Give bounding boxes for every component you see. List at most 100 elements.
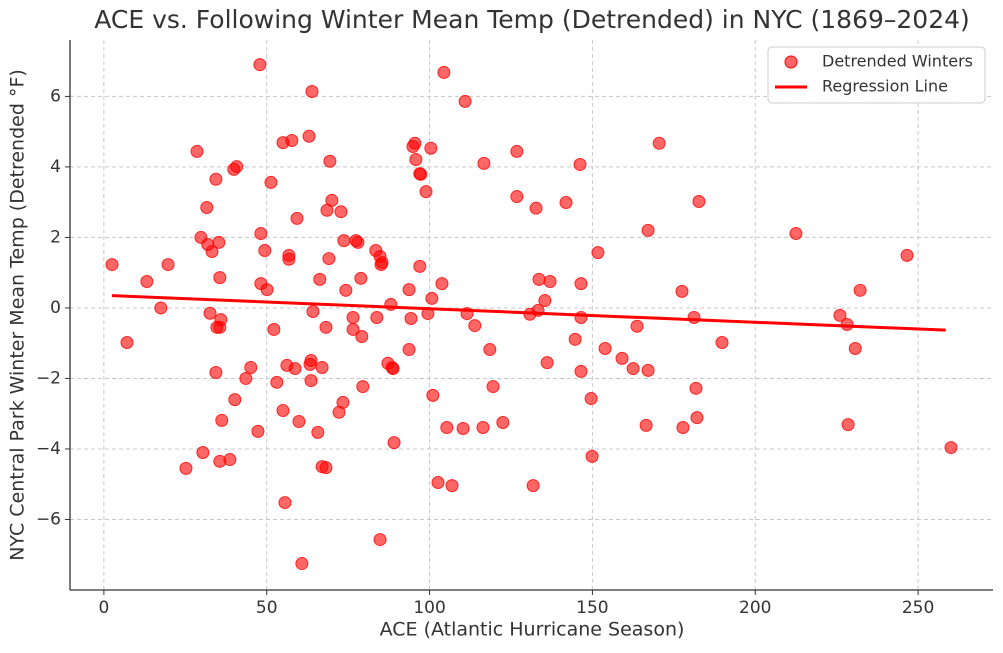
x-tick-label: 50 [256,598,278,618]
data-point [540,356,554,370]
data-point [626,362,640,376]
x-axis-label: ACE (Atlantic Hurricane Season) [380,619,685,641]
data-point [305,84,319,98]
data-point [311,425,325,439]
x-tick-label: 0 [98,598,109,618]
data-point [715,336,729,349]
data-point [254,227,268,241]
data-point [387,436,401,450]
data-point [190,144,204,158]
data-point [209,365,223,379]
data-point [213,271,227,285]
chart-title: ACE vs. Following Winter Mean Temp (Detr… [94,5,970,34]
data-point [413,259,427,273]
data-point [346,310,360,324]
y-tick-label: −4 [36,439,61,459]
data-point [529,201,543,215]
data-point [214,313,228,327]
data-point [120,336,134,349]
data-point [468,319,482,333]
data-point [205,245,219,259]
data-point [639,418,653,432]
data-point [568,332,582,346]
data-point [239,371,253,385]
y-tick-label: 0 [50,298,61,318]
y-axis-label: NYC Central Park Winter Mean Temp (Detre… [7,69,29,561]
data-point [532,272,546,286]
data-point [228,393,242,407]
data-point [105,258,119,272]
data-point [573,157,587,171]
data-point [538,294,552,308]
data-point [445,479,459,493]
data-point [510,190,524,204]
data-point [510,144,524,158]
y-tick-label: 4 [50,157,61,177]
data-point [585,449,599,463]
data-point [196,446,210,459]
data-point [290,211,304,225]
data-point [833,308,847,322]
data-point [690,411,704,425]
data-point [598,341,612,355]
data-point [483,343,497,357]
data-point [440,420,454,434]
data-point [319,461,333,475]
x-tick-label: 200 [739,598,771,618]
data-point [414,167,428,181]
data-point [477,156,491,170]
data-point [356,380,370,394]
data-point [591,246,605,260]
data-point [336,395,350,409]
y-tick-label: 2 [50,227,61,247]
data-point [154,301,168,315]
data-point [853,283,867,297]
data-point [354,271,368,285]
data-point [559,196,573,210]
legend: Detrended Winters Regression Line [767,46,986,104]
data-point [295,557,309,571]
data-point [574,277,588,291]
x-tick-label: 150 [576,598,608,618]
data-point [476,420,490,434]
data-point [276,404,290,418]
data-point [944,441,958,455]
data-point [409,153,423,167]
data-point [652,136,666,150]
data-point [292,414,306,428]
data-point [253,58,267,72]
data-point [270,375,284,389]
data-point [260,283,274,297]
data-point [306,304,320,318]
data-point [900,248,914,262]
data-point [140,275,154,289]
data-point [209,172,223,186]
data-point [424,141,438,155]
data-point [304,374,318,388]
data-point [278,496,292,510]
data-point [687,310,701,324]
data-point [584,392,598,406]
data-point [370,310,384,324]
data-point [346,322,360,336]
data-point [334,205,348,219]
data-point [351,235,365,249]
data-point [425,291,439,305]
data-point [402,283,416,297]
data-point [244,361,258,375]
data-point [486,380,500,394]
data-point [404,312,418,326]
data-point [288,362,302,376]
data-point [426,388,440,402]
data-point [641,223,655,237]
data-point [319,320,333,334]
data-point [282,252,296,266]
data-point [302,129,316,143]
y-tick-label: 6 [50,86,61,106]
legend-label: Detrended Winters [822,52,973,71]
data-point [258,243,272,257]
data-point [322,252,336,266]
data-point [841,418,855,432]
data-point [848,341,862,355]
